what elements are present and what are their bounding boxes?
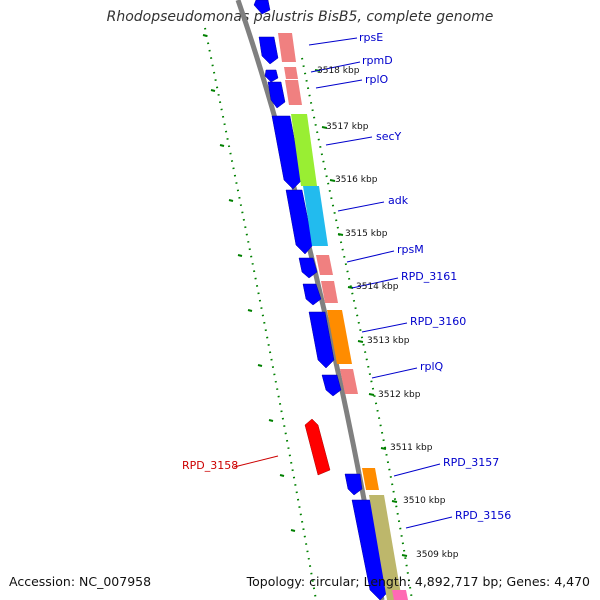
tick-mark bbox=[321, 126, 328, 129]
cds-arrow bbox=[264, 69, 279, 83]
gene-label-rplQ: rplQ bbox=[420, 360, 444, 373]
gene-RPD_3161 bbox=[321, 281, 338, 303]
gene-RPD_3160 bbox=[327, 310, 352, 364]
gene-rplQ bbox=[340, 369, 358, 394]
gene-rplO bbox=[285, 80, 302, 105]
map-title: Rhodopseudomonas palustris BisB5, comple… bbox=[106, 9, 494, 25]
leader-RPD_3161 bbox=[351, 277, 399, 289]
gene-label-secY: secY bbox=[376, 130, 402, 143]
leader-secY bbox=[325, 136, 373, 146]
gene-adk bbox=[303, 186, 328, 246]
cds-arrow bbox=[267, 81, 286, 109]
tick-mark bbox=[290, 529, 296, 532]
gene-RPD_3156 bbox=[369, 495, 402, 600]
cds-arrow bbox=[298, 257, 318, 279]
cds-arrow bbox=[302, 283, 322, 306]
kbp-label: 3514 kbp bbox=[356, 282, 399, 292]
gene-label-adk: adk bbox=[388, 194, 409, 207]
gene-label-RPD_3160: RPD_3160 bbox=[410, 315, 466, 328]
tick-mark bbox=[391, 500, 398, 503]
leader-rpsM bbox=[346, 250, 395, 263]
tick-mark bbox=[368, 393, 375, 396]
gene-label-RPD_3157: RPD_3157 bbox=[443, 456, 499, 469]
leader-rpsE bbox=[308, 37, 358, 46]
cds-arrow bbox=[321, 374, 342, 397]
kbp-label: 3517 kbp bbox=[326, 122, 369, 132]
leader-rplO bbox=[315, 79, 363, 89]
leader-rpmD bbox=[310, 61, 361, 73]
cds-arrow bbox=[351, 499, 391, 600]
tick-mark bbox=[329, 179, 336, 182]
tick-mark bbox=[210, 89, 216, 92]
gene-rpsE bbox=[278, 33, 296, 62]
tick-mark bbox=[337, 233, 344, 236]
tick-mark bbox=[247, 309, 253, 312]
gene-label-RPD_3158: RPD_3158 bbox=[182, 459, 238, 472]
gene-RPD_3158 bbox=[304, 418, 331, 476]
tick-mark bbox=[401, 554, 408, 557]
tick-track-outer bbox=[204, 27, 317, 600]
leader-rplQ bbox=[371, 367, 418, 379]
tick-mark bbox=[228, 199, 234, 202]
leader-RPD_3156 bbox=[405, 516, 453, 529]
gene-RPD_3157 bbox=[362, 468, 379, 490]
gene-label-rpmD: rpmD bbox=[362, 54, 393, 67]
kbp-label: 3516 kbp bbox=[335, 175, 378, 185]
cds-arrow bbox=[308, 311, 335, 369]
tick-mark bbox=[202, 34, 208, 37]
kbp-label: 3510 kbp bbox=[403, 496, 446, 506]
cds-arrow bbox=[258, 36, 279, 65]
gene-secY bbox=[291, 114, 317, 186]
kbp-label: 3511 kbp bbox=[390, 443, 433, 453]
gene-label-RPD_3161: RPD_3161 bbox=[401, 270, 457, 283]
cds-arrow bbox=[271, 115, 303, 190]
kbp-label: 3509 kbp bbox=[416, 550, 459, 560]
kbp-label: 3513 kbp bbox=[367, 336, 410, 346]
leader-adk bbox=[337, 201, 385, 212]
gene-pink-partial bbox=[392, 590, 408, 600]
tick-mark bbox=[237, 254, 243, 257]
cds-arrow bbox=[344, 473, 363, 496]
gene-label-rpsM: rpsM bbox=[397, 243, 424, 256]
gene-rpsM bbox=[316, 255, 333, 275]
kbp-label: 3518 kbp bbox=[317, 66, 360, 76]
cds-arrow bbox=[285, 189, 314, 255]
leader-RPD_3158 bbox=[233, 455, 279, 468]
cds-arrow bbox=[253, 0, 271, 15]
tick-mark bbox=[268, 419, 274, 422]
tick-mark bbox=[257, 364, 263, 367]
gene-rpmD bbox=[284, 67, 298, 79]
tick-mark bbox=[357, 340, 364, 343]
tick-mark bbox=[279, 474, 285, 477]
leader-RPD_3157 bbox=[393, 463, 441, 477]
tick-mark bbox=[219, 144, 225, 147]
gene-label-rplO: rplO bbox=[365, 73, 389, 86]
gene-label-rpsE: rpsE bbox=[359, 31, 383, 44]
leader-RPD_3160 bbox=[361, 322, 408, 333]
kbp-label: 3515 kbp bbox=[345, 229, 388, 239]
accession-text: Accession: NC_007958 bbox=[9, 574, 152, 589]
tick-mark bbox=[380, 447, 387, 450]
topology-text: Topology: circular; Length: 4,892,717 bp… bbox=[246, 574, 590, 589]
gene-label-RPD_3156: RPD_3156 bbox=[455, 509, 511, 522]
kbp-label: 3512 kbp bbox=[378, 390, 421, 400]
